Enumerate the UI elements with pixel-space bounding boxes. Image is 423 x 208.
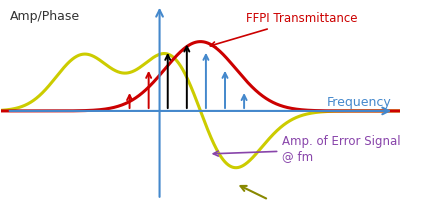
Text: FFPI Transmittance: FFPI Transmittance: [210, 12, 357, 47]
Text: Amp. of Error Signal
@ fm: Amp. of Error Signal @ fm: [213, 135, 401, 163]
Text: Frequency: Frequency: [327, 96, 391, 109]
Text: Amp/Phase: Amp/Phase: [10, 10, 80, 24]
